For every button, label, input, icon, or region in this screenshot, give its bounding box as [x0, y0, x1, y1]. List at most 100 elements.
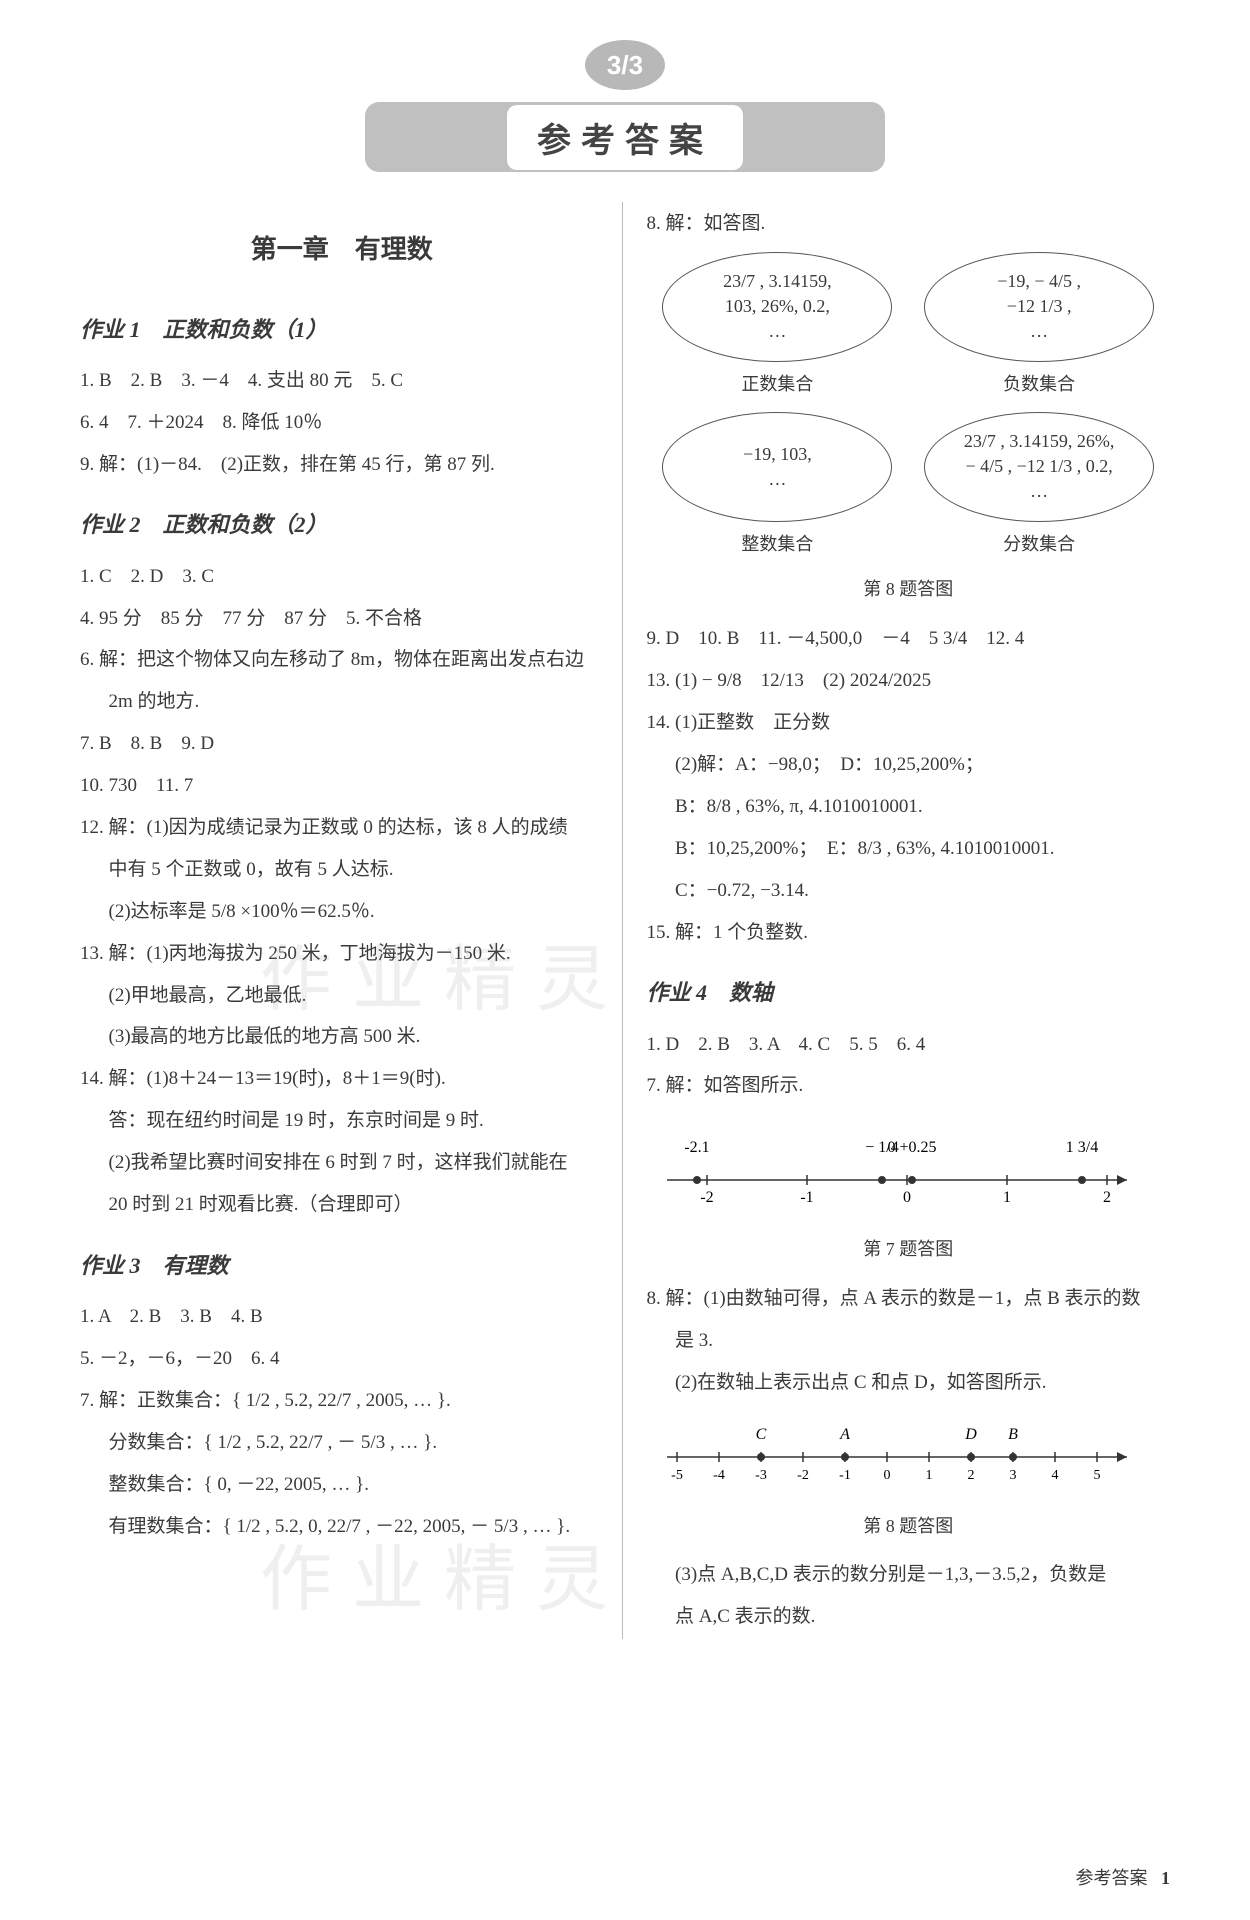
- answer-line: B：10,25,200%； E：8/3 , 63%, 4.1010010001.: [647, 829, 1171, 869]
- number-line-8: -5 -4 -3 -2 -1 0 1 2 3 4 5 C A D B: [647, 1417, 1171, 1502]
- page-footer: 参考答案 1: [1076, 1864, 1171, 1890]
- answer-line: 9. 解：(1)－84. (2)正数，排在第 45 行，第 87 列.: [80, 445, 604, 485]
- ellipse-text: …: [768, 319, 786, 344]
- numberline-svg: -2-1012 -2.1− 1/40 +0.251 3/4: [647, 1120, 1147, 1210]
- ellipse-label: 整数集合: [662, 526, 892, 564]
- content-columns: 第一章 有理数 作业 1 正数和负数（1） 1. B 2. B 3. －4 4.…: [80, 202, 1170, 1639]
- answer-line: 中有 5 个正数或 0，故有 5 人达标.: [80, 850, 604, 890]
- answer-line: 20 时到 21 时观看比赛.（合理即可）: [80, 1185, 604, 1225]
- ellipse-text: …: [1030, 319, 1048, 344]
- answer-line: 是 3.: [647, 1321, 1171, 1361]
- answer-line: 6. 4 7. ＋2024 8. 降低 10％: [80, 403, 604, 443]
- ellipse-text: −19, − 4/5 ,: [997, 269, 1081, 294]
- answer-line: (3)点 A,B,C,D 表示的数分别是－1,3,－3.5,2，负数是: [647, 1555, 1171, 1595]
- svg-text:-3: -3: [755, 1468, 767, 1483]
- svg-text:-5: -5: [671, 1468, 683, 1483]
- answer-line: 6. 解：把这个物体又向左移动了 8m，物体在距离出发点右边: [80, 640, 604, 680]
- svg-text:D: D: [964, 1426, 977, 1443]
- header-bar: 参考答案: [365, 102, 885, 172]
- answer-line: (2)我希望比赛时间安排在 6 时到 7 时，这样我们就能在: [80, 1143, 604, 1183]
- figure-caption: 第 7 题答图: [647, 1231, 1171, 1269]
- answer-line: 1. C 2. D 3. C: [80, 557, 604, 597]
- answer-line: 整数集合：{ 0, －22, 2005, … }.: [80, 1465, 604, 1505]
- svg-text:2: 2: [967, 1468, 974, 1483]
- svg-text:-4: -4: [713, 1468, 725, 1483]
- answer-line: 1. B 2. B 3. －4 4. 支出 80 元 5. C: [80, 361, 604, 401]
- set-ellipse-integer: −19, 103, …: [662, 412, 892, 522]
- answer-line: 14. (1)正整数 正分数: [647, 703, 1171, 743]
- svg-text:1: 1: [925, 1468, 932, 1483]
- page: 3/3 参考答案 第一章 有理数 作业 1 正数和负数（1） 1. B 2. B…: [0, 0, 1250, 1920]
- svg-text:-2.1: -2.1: [684, 1139, 709, 1156]
- page-title: 参考答案: [507, 105, 743, 170]
- answer-line: (2)解：A：−98,0； D：10,25,200%；: [647, 745, 1171, 785]
- ellipse-label: 正数集合: [662, 366, 892, 404]
- answer-line: 点 A,C 表示的数.: [647, 1597, 1171, 1637]
- answer-line: 7. 解：如答图所示.: [647, 1066, 1171, 1106]
- left-column: 第一章 有理数 作业 1 正数和负数（1） 1. B 2. B 3. －4 4.…: [80, 202, 623, 1639]
- answer-line: 1. D 2. B 3. A 4. C 5. 5 6. 4: [647, 1025, 1171, 1065]
- ellipse-label: 负数集合: [924, 366, 1154, 404]
- answer-line: 8. 解：如答图.: [647, 204, 1171, 244]
- answer-line: 答：现在纽约时间是 19 时，东京时间是 9 时.: [80, 1101, 604, 1141]
- set-ellipse-fraction: 23/7 , 3.14159, 26%, − 4/5 , −12 1/3 , 0…: [924, 412, 1154, 522]
- answer-line: 1. A 2. B 3. B 4. B: [80, 1297, 604, 1337]
- answer-line: 有理数集合：{ 1/2 , 5.2, 0, 22/7 , －22, 2005, …: [80, 1507, 604, 1547]
- answer-line: 13. (1) − 9/8 12/13 (2) 2024/2025: [647, 661, 1171, 701]
- svg-text:-1: -1: [800, 1189, 813, 1206]
- answer-line: 9. D 10. B 11. －4,500,0 －4 5 3/4 12. 4: [647, 619, 1171, 659]
- answer-line: 5. －2，－6，－20 6. 4: [80, 1339, 604, 1379]
- page-badge: 3/3: [585, 40, 665, 90]
- svg-text:5: 5: [1093, 1468, 1100, 1483]
- figure-caption: 第 8 题答图: [647, 571, 1171, 609]
- hw4-title: 作业 4 数轴: [647, 970, 1171, 1016]
- ellipse-text: −19, 103,: [743, 442, 812, 467]
- answer-line: 12. 解：(1)因为成绩记录为正数或 0 的达标，该 8 人的成绩: [80, 808, 604, 848]
- footer-label: 参考答案: [1076, 1868, 1148, 1888]
- svg-text:-2: -2: [797, 1468, 809, 1483]
- answer-line: 8. 解：(1)由数轴可得，点 A 表示的数是－1，点 B 表示的数: [647, 1279, 1171, 1319]
- answer-line: 7. 解：正数集合：{ 1/2 , 5.2, 22/7 , 2005, … }.: [80, 1381, 604, 1421]
- answer-line: (2)在数轴上表示出点 C 和点 D，如答图所示.: [647, 1363, 1171, 1403]
- ellipse-text: …: [1030, 479, 1048, 504]
- answer-line: 10. 730 11. 7: [80, 766, 604, 806]
- answer-line: 4. 95 分 85 分 77 分 87 分 5. 不合格: [80, 599, 604, 639]
- svg-text:B: B: [1008, 1426, 1018, 1443]
- ellipse-text: − 4/5 , −12 1/3 , 0.2,: [965, 454, 1112, 479]
- figure-caption: 第 8 题答图: [647, 1508, 1171, 1546]
- svg-text:-1: -1: [839, 1468, 851, 1483]
- svg-text:0: 0: [903, 1189, 911, 1206]
- svg-text:3: 3: [1009, 1468, 1016, 1483]
- chapter-title: 第一章 有理数: [80, 222, 604, 277]
- answer-line: 分数集合：{ 1/2 , 5.2, 22/7 , － 5/3 , … }.: [80, 1423, 604, 1463]
- ellipse-text: 23/7 , 3.14159, 26%,: [964, 429, 1115, 454]
- ellipse-text: 23/7 , 3.14159,: [723, 269, 832, 294]
- svg-text:2: 2: [1103, 1189, 1111, 1206]
- ellipse-text: …: [768, 467, 786, 492]
- svg-text:0: 0: [883, 1468, 890, 1483]
- answer-line: 13. 解：(1)丙地海拔为 250 米，丁地海拔为－150 米.: [80, 934, 604, 974]
- answer-line: 2m 的地方.: [80, 682, 604, 722]
- answer-line: (3)最高的地方比最低的地方高 500 米.: [80, 1017, 604, 1057]
- hw1-title: 作业 1 正数和负数（1）: [80, 307, 604, 353]
- answer-line: C：−0.72, −3.14.: [647, 871, 1171, 911]
- answer-line: 15. 解：1 个负整数.: [647, 913, 1171, 953]
- answer-line: 14. 解：(1)8＋24－13＝19(时)，8＋1＝9(时).: [80, 1059, 604, 1099]
- svg-text:-2: -2: [700, 1189, 713, 1206]
- answer-line: B：8/8 , 63%, π, 4.1010010001.: [647, 787, 1171, 827]
- ellipse-label: 分数集合: [924, 526, 1154, 564]
- answer-line: 7. B 8. B 9. D: [80, 724, 604, 764]
- right-column: 8. 解：如答图. 23/7 , 3.14159, 103, 26%, 0.2,…: [647, 202, 1171, 1639]
- ellipse-row: −19, 103, … 整数集合 23/7 , 3.14159, 26%, − …: [647, 412, 1171, 564]
- svg-text:4: 4: [1051, 1468, 1058, 1483]
- svg-text:1: 1: [1003, 1189, 1011, 1206]
- ellipse-text: −12 1/3 ,: [1007, 294, 1072, 319]
- set-ellipse-positive: 23/7 , 3.14159, 103, 26%, 0.2, …: [662, 252, 892, 362]
- svg-text:C: C: [755, 1426, 766, 1443]
- number-line-7: -2-1012 -2.1− 1/40 +0.251 3/4: [647, 1120, 1171, 1225]
- svg-text:0 +0.25: 0 +0.25: [887, 1139, 936, 1156]
- hw2-title: 作业 2 正数和负数（2）: [80, 502, 604, 548]
- svg-text:1 3/4: 1 3/4: [1065, 1139, 1097, 1156]
- svg-text:A: A: [839, 1426, 850, 1443]
- footer-page: 1: [1161, 1868, 1170, 1888]
